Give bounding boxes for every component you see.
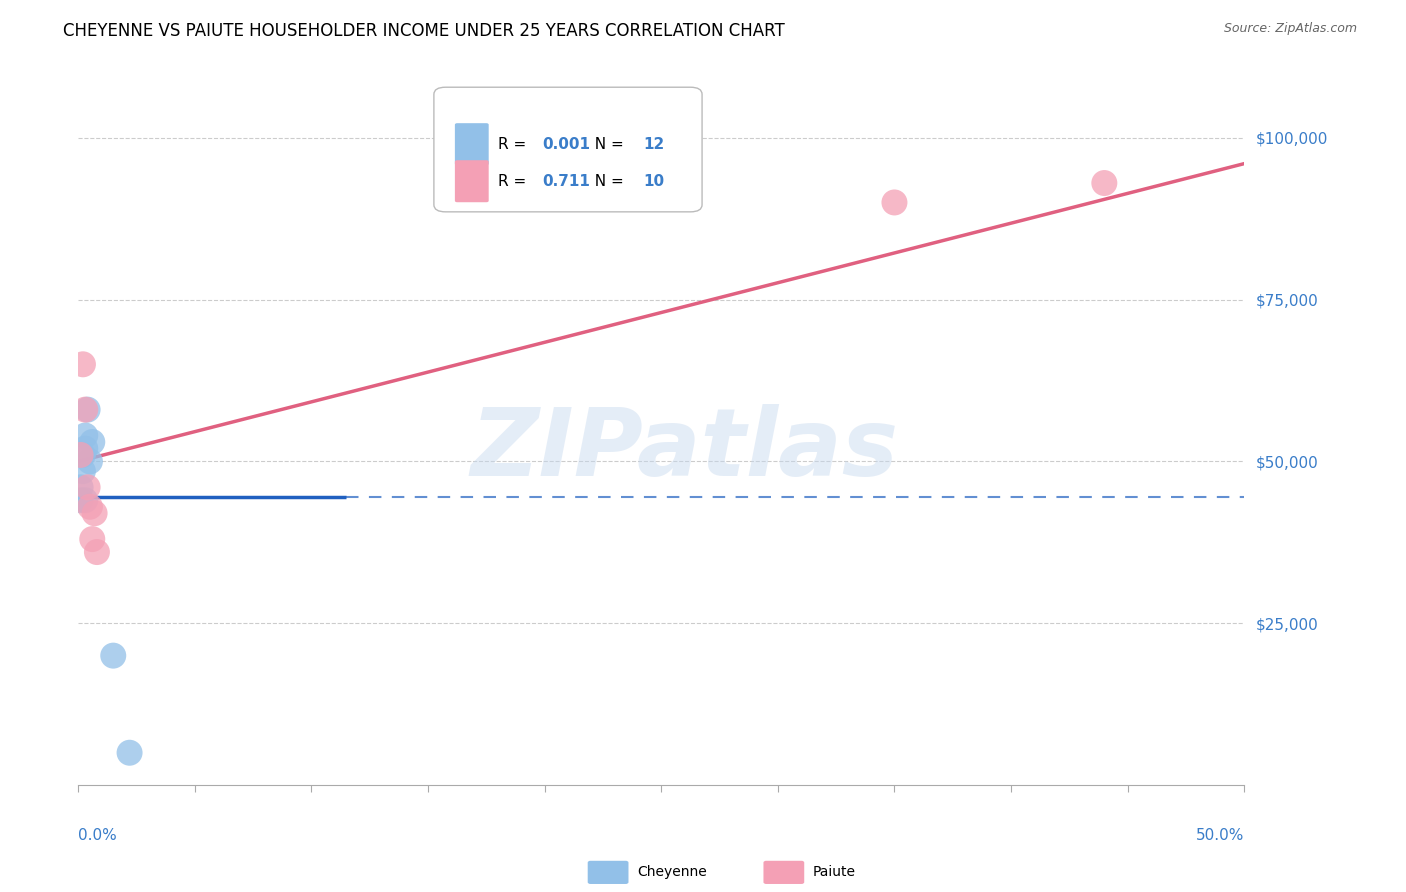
Text: 0.0%: 0.0% [79,828,117,843]
Text: Cheyenne: Cheyenne [637,865,707,880]
Point [76,402,98,417]
Text: N =: N = [585,174,628,189]
Text: ZIPatlas: ZIPatlas [471,404,898,497]
Point [72,448,94,462]
Point [72,357,94,371]
Text: Source: ZipAtlas.com: Source: ZipAtlas.com [1223,22,1357,36]
Point [103,648,125,663]
Point [118,746,141,760]
Point [82,435,104,450]
Point [75,442,97,456]
Point [83,506,105,520]
Point [69,448,91,462]
Text: 0.001: 0.001 [543,136,591,152]
Text: 12: 12 [644,136,665,152]
Point [82,532,104,546]
FancyBboxPatch shape [456,123,489,165]
Point [75,428,97,442]
Text: R =: R = [498,174,531,189]
Text: Paiute: Paiute [813,865,856,880]
Point [69,480,91,494]
Point [69,493,91,508]
FancyBboxPatch shape [456,161,489,202]
Text: 50.0%: 50.0% [1197,828,1244,843]
Text: R =: R = [498,136,531,152]
Point [75,402,97,417]
Point [75,493,97,508]
Point [79,500,101,514]
Point [86,545,108,559]
Point [79,454,101,468]
FancyBboxPatch shape [434,87,702,211]
Point [76,480,98,494]
Text: CHEYENNE VS PAIUTE HOUSEHOLDER INCOME UNDER 25 YEARS CORRELATION CHART: CHEYENNE VS PAIUTE HOUSEHOLDER INCOME UN… [63,22,785,40]
Text: 0.711: 0.711 [543,174,591,189]
Point [1092,176,1115,190]
Point [72,464,94,478]
Point [883,195,905,210]
Text: N =: N = [585,136,628,152]
Text: 10: 10 [644,174,665,189]
